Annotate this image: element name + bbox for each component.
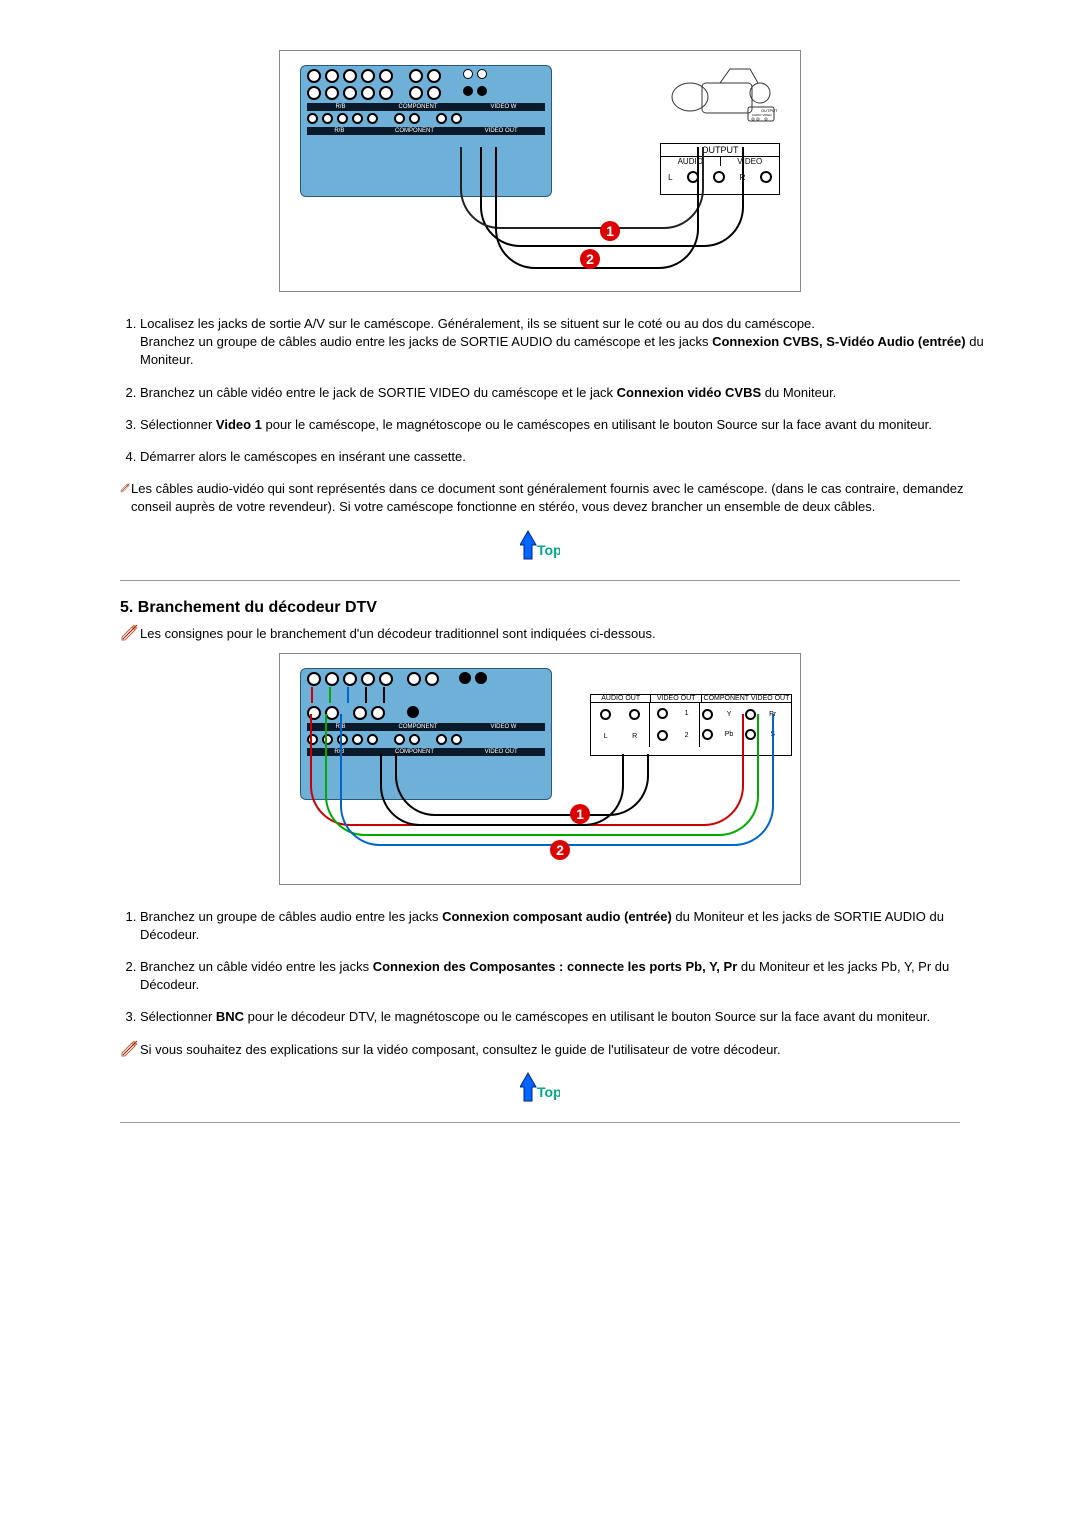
note-text: Si vous souhaitez des explications sur l…: [140, 1041, 781, 1059]
marker-2: 2: [550, 840, 570, 860]
text: Branchez un câble vidéo entre les jacks: [140, 959, 373, 974]
instructions-camcorder: Localisez les jacks de sortie A/V sur le…: [120, 315, 1000, 466]
list-item: Branchez un câble vidéo entre le jack de…: [140, 384, 1000, 402]
marker-2: 2: [580, 249, 600, 269]
marker-1: 1: [570, 804, 590, 824]
text: du Moniteur.: [761, 385, 836, 400]
pencil-icon: [120, 480, 131, 496]
cable-2: [495, 147, 699, 269]
instructions-dtv: Branchez un groupe de câbles audio entre…: [120, 908, 1000, 1027]
text: Branchez un câble vidéo entre le jack de…: [140, 385, 617, 400]
top-link[interactable]: Top: [60, 1071, 1020, 1108]
text: Sélectionner: [140, 1009, 216, 1024]
text-bold: Connexion composant audio (entrée): [442, 909, 672, 924]
pencil-icon: [120, 1041, 140, 1057]
top-label: Top: [537, 542, 560, 558]
component-out-label: COMPONENT VIDEO OUT: [702, 695, 791, 702]
text: Démarrer alors le caméscopes en insérant…: [140, 449, 466, 464]
divider: [120, 1122, 960, 1123]
audio-out-label: AUDIO OUT: [591, 695, 651, 702]
text: pour le caméscope, le magnétoscope ou le…: [262, 417, 932, 432]
note-camcorder: Les câbles audio-vidéo qui sont représen…: [120, 480, 1000, 516]
text: Sélectionner: [140, 417, 216, 432]
text: Branchez un groupe de câbles audio entre…: [140, 909, 442, 924]
text-bold: Connexion vidéo CVBS: [617, 385, 761, 400]
divider: [120, 580, 960, 581]
note-dtv: Si vous souhaitez des explications sur l…: [120, 1041, 1000, 1059]
list-item: Localisez les jacks de sortie A/V sur le…: [140, 315, 1000, 370]
top-link[interactable]: Top: [60, 529, 1020, 566]
note-text: Les câbles audio-vidéo qui sont représen…: [131, 480, 1000, 516]
intro-text: Les consignes pour le branchement d'un d…: [140, 625, 656, 643]
text-bold: Connexion CVBS, S-Vidéo Audio (entrée): [712, 334, 966, 349]
text-bold: Video 1: [216, 417, 262, 432]
list-item: Sélectionner Video 1 pour le caméscope, …: [140, 416, 1000, 434]
text-bold: Connexion des Composantes : connecte les…: [373, 959, 738, 974]
top-label: Top: [537, 1084, 560, 1100]
svg-text:AUDIO VIDEO: AUDIO VIDEO: [752, 113, 772, 117]
top-icon: Top: [520, 1071, 560, 1105]
text: Branchez un groupe de câbles audio entre…: [140, 334, 712, 349]
camcorder-icon: OUTPUT AUDIO VIDEO: [660, 57, 780, 127]
list-item: Démarrer alors le caméscopes en insérant…: [140, 448, 1000, 466]
text-bold: BNC: [216, 1009, 244, 1024]
diagram-camcorder: R/BCOMPONENTVIDEO W R/BCOMPONENTVIDEO OU…: [60, 50, 1020, 295]
section-heading-dtv: 5. Branchement du décodeur DTV: [120, 599, 1000, 617]
video-out-label: VIDEO OUT: [651, 695, 702, 702]
list-item: Sélectionner BNC pour le décodeur DTV, l…: [140, 1008, 1000, 1026]
text: Localisez les jacks de sortie A/V sur le…: [140, 316, 815, 331]
list-item: Branchez un groupe de câbles audio entre…: [140, 908, 1000, 944]
diagram-dtv: R/BCOMPONENTVIDEO W R/BCOMPONENTVIDEO OU…: [60, 653, 1020, 888]
marker-1: 1: [600, 221, 620, 241]
cable-audio2: [395, 754, 649, 816]
intro-dtv: Les consignes pour le branchement d'un d…: [120, 625, 1000, 643]
list-item: Branchez un câble vidéo entre les jacks …: [140, 958, 1000, 994]
pencil-icon: [120, 625, 140, 641]
top-icon: Top: [520, 529, 560, 563]
text: pour le décodeur DTV, le magnétoscope ou…: [244, 1009, 930, 1024]
